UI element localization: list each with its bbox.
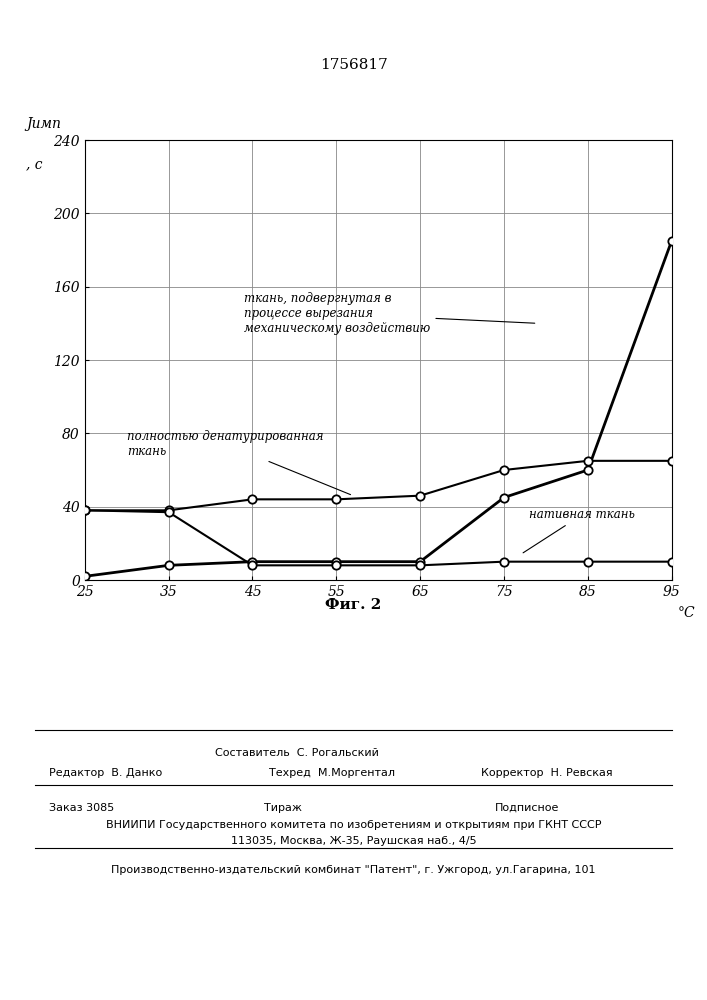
Text: Фиг. 2: Фиг. 2 xyxy=(325,598,382,612)
Text: °C: °C xyxy=(677,606,695,620)
Text: ткань, подвергнутая в
процессе вырезания
механическому воздействию: ткань, подвергнутая в процессе вырезания… xyxy=(244,292,534,335)
Text: Корректор  Н. Ревская: Корректор Н. Ревская xyxy=(481,768,612,778)
Text: Подписное: Подписное xyxy=(495,803,559,813)
Text: нативная ткань: нативная ткань xyxy=(523,508,635,553)
Text: Техред  М.Моргентал: Техред М.Моргентал xyxy=(269,768,395,778)
Text: Редактор  В. Данко: Редактор В. Данко xyxy=(49,768,163,778)
Text: Составитель  С. Рогальский: Составитель С. Рогальский xyxy=(215,748,379,758)
Text: , с: , с xyxy=(26,158,42,172)
Text: 1756817: 1756817 xyxy=(320,58,387,72)
Text: Jимп: Jимп xyxy=(26,117,61,131)
Text: Заказ 3085: Заказ 3085 xyxy=(49,803,115,813)
Text: 113035, Москва, Ж-35, Раушская наб., 4/5: 113035, Москва, Ж-35, Раушская наб., 4/5 xyxy=(230,836,477,846)
Text: ВНИИПИ Государственного комитета по изобретениям и открытиям при ГКНТ СССР: ВНИИПИ Государственного комитета по изоб… xyxy=(106,820,601,830)
Text: Производственно-издательский комбинат "Патент", г. Ужгород, ул.Гагарина, 101: Производственно-издательский комбинат "П… xyxy=(111,865,596,875)
Text: полностью денатурированная
ткань: полностью денатурированная ткань xyxy=(127,430,351,495)
Text: Тираж: Тираж xyxy=(264,803,302,813)
